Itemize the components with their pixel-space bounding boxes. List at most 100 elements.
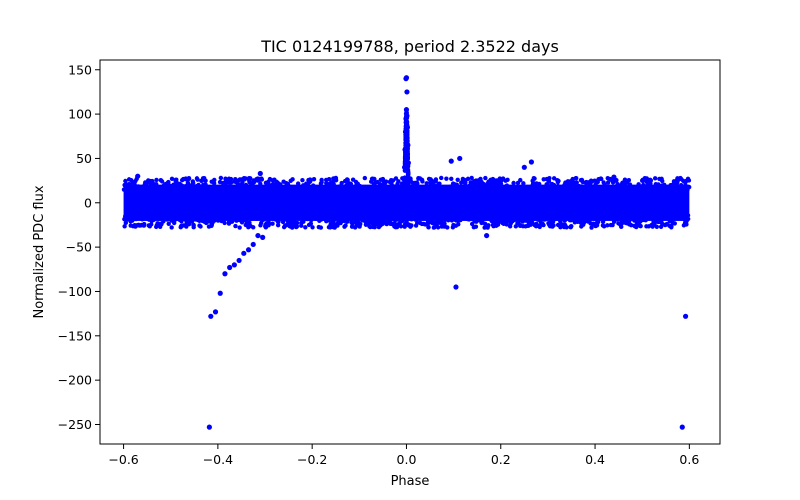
baseline-point: [556, 178, 561, 184]
baseline-point: [598, 176, 603, 181]
baseline-point: [579, 184, 584, 189]
baseline-point: [137, 213, 142, 219]
baseline-point: [122, 182, 127, 188]
baseline-point: [439, 217, 444, 222]
baseline-point: [460, 176, 466, 182]
baseline-point: [671, 214, 676, 220]
baseline-point: [533, 224, 539, 229]
baseline-point: [482, 225, 487, 230]
baseline-point: [288, 187, 294, 193]
baseline-point: [352, 187, 357, 192]
baseline-point: [222, 220, 227, 226]
y-tick-label: −150: [58, 328, 92, 343]
baseline-point: [674, 180, 680, 186]
baseline-point: [679, 215, 684, 220]
y-tick-label: −200: [58, 373, 92, 388]
baseline-point: [417, 176, 423, 181]
baseline-point: [316, 224, 322, 230]
baseline-point: [281, 179, 286, 184]
outlier-point: [222, 271, 228, 277]
baseline-point: [503, 186, 508, 192]
baseline-point: [244, 218, 249, 224]
baseline-point: [160, 214, 165, 220]
baseline-point: [636, 214, 641, 220]
baseline-point: [464, 185, 469, 190]
baseline-point: [330, 214, 335, 219]
baseline-point: [467, 187, 473, 193]
baseline-point: [451, 215, 457, 220]
baseline-point: [198, 224, 203, 229]
baseline-point: [273, 217, 278, 222]
baseline-point: [600, 223, 606, 228]
baseline-point: [479, 220, 484, 226]
baseline-point: [266, 219, 271, 225]
baseline-point: [475, 182, 481, 188]
baseline-point: [282, 214, 288, 219]
baseline-point: [327, 181, 332, 186]
peak-point: [405, 174, 411, 179]
baseline-point: [258, 181, 263, 186]
baseline-point: [443, 185, 449, 191]
baseline-point: [310, 187, 315, 192]
baseline-point: [248, 176, 253, 181]
baseline-point: [536, 186, 541, 192]
baseline-point: [190, 184, 196, 190]
baseline-point: [684, 222, 689, 227]
baseline-point: [478, 176, 483, 182]
y-tick-label: 50: [76, 151, 92, 166]
peak-point: [401, 199, 406, 205]
baseline-point: [153, 224, 159, 230]
peak-point: [405, 156, 411, 162]
baseline-point: [536, 214, 541, 219]
baseline-point: [288, 178, 293, 183]
baseline-point: [346, 214, 352, 220]
baseline-point: [167, 214, 173, 220]
chart-title: TIC 0124199788, period 2.3522 days: [260, 37, 559, 56]
baseline-point: [638, 186, 643, 192]
baseline-point: [462, 181, 468, 186]
baseline-point: [645, 183, 650, 188]
baseline-point: [429, 216, 434, 221]
baseline-point: [335, 220, 341, 225]
y-tick-label: −250: [58, 417, 92, 432]
baseline-point: [510, 219, 515, 224]
baseline-point: [313, 216, 319, 221]
baseline-point: [179, 213, 185, 218]
outlier-point: [679, 424, 685, 430]
outlier-point: [406, 222, 412, 228]
baseline-point: [179, 183, 184, 188]
baseline-point: [294, 224, 300, 229]
baseline-point: [226, 219, 232, 225]
baseline-point: [494, 178, 500, 183]
baseline-point: [452, 182, 457, 187]
baseline-point: [626, 214, 632, 219]
baseline-point: [243, 182, 249, 188]
baseline-point: [304, 181, 309, 186]
baseline-point: [159, 221, 164, 226]
baseline-point: [136, 222, 141, 228]
baseline-point: [678, 182, 684, 188]
baseline-point: [331, 176, 337, 181]
baseline-point: [644, 179, 649, 184]
baseline-point: [506, 213, 512, 218]
baseline-point: [563, 186, 569, 191]
baseline-point: [358, 213, 363, 219]
baseline-point: [365, 214, 370, 219]
peak-point: [402, 185, 407, 190]
baseline-point: [186, 176, 192, 181]
baseline-point: [580, 179, 586, 185]
baseline-point: [453, 218, 459, 223]
baseline-point: [372, 176, 377, 182]
baseline-point: [517, 215, 522, 221]
baseline-point: [413, 217, 418, 222]
baseline-point: [195, 177, 200, 182]
baseline-point: [130, 213, 136, 218]
baseline-point: [605, 175, 610, 181]
baseline-point: [456, 187, 461, 192]
baseline-point: [164, 188, 169, 193]
outlier-point: [682, 313, 689, 319]
baseline-point: [173, 184, 178, 190]
baseline-point: [370, 220, 375, 226]
baseline-point: [575, 185, 581, 191]
baseline-point: [251, 225, 256, 230]
